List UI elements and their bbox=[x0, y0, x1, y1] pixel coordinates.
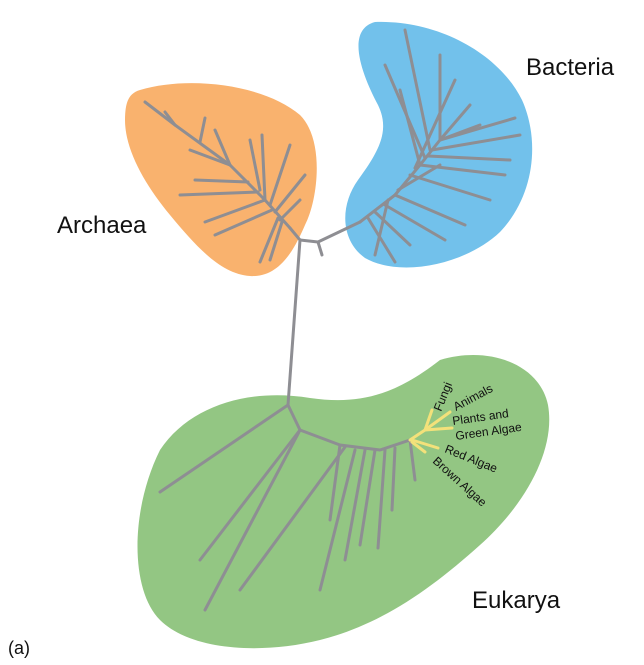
archaea-label: Archaea bbox=[57, 212, 147, 239]
eukarya-branches bbox=[158, 403, 417, 612]
archaea-branches bbox=[143, 100, 307, 264]
crown-eukaryote-branches bbox=[408, 408, 454, 454]
bacteria-label: Bacteria bbox=[526, 54, 615, 81]
eukarya-label: Eukarya bbox=[472, 587, 561, 614]
trunk-branches bbox=[286, 220, 362, 407]
panel-label: (a) bbox=[8, 638, 30, 658]
bacteria-branches bbox=[358, 28, 522, 264]
